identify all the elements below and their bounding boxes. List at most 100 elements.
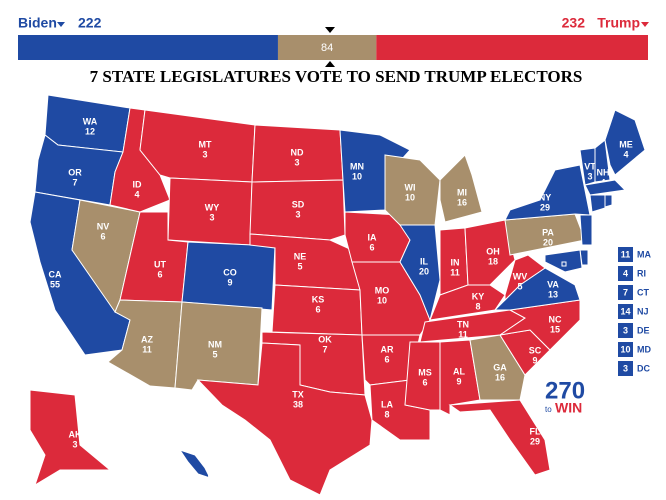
state-abbr: IA bbox=[368, 232, 378, 242]
state-votes: 3 bbox=[294, 157, 299, 167]
state-abbr: ID bbox=[133, 179, 143, 189]
state-abbr: FL bbox=[530, 426, 541, 436]
state-votes: 16 bbox=[457, 197, 467, 207]
dropdown-caret[interactable] bbox=[641, 22, 649, 27]
state-abbr: ND bbox=[291, 147, 304, 157]
state-abbr: HI bbox=[208, 471, 217, 481]
right-name[interactable]: Trump bbox=[597, 15, 640, 31]
state-abbr: WI bbox=[405, 182, 416, 192]
state-abbr: AZ bbox=[141, 334, 153, 344]
midpoint-arrow bbox=[325, 61, 335, 67]
side-box bbox=[618, 342, 633, 357]
state-votes: 3 bbox=[623, 325, 628, 335]
state-shape bbox=[589, 194, 606, 213]
bar-segment bbox=[277, 35, 377, 60]
state-votes: 10 bbox=[352, 171, 362, 181]
midpoint-arrow bbox=[325, 27, 335, 33]
state-shape bbox=[604, 109, 646, 176]
state-shape bbox=[29, 389, 112, 487]
state-abbr: VA bbox=[547, 279, 559, 289]
map: WA12OR7CA55NV6ID4MT3WY3UT6AZ11CO9NM5ND3S… bbox=[29, 94, 651, 496]
state-votes: 3 bbox=[295, 209, 300, 219]
state-shape bbox=[499, 299, 581, 351]
state-votes: 15 bbox=[550, 324, 560, 334]
state-votes: 8 bbox=[384, 409, 389, 419]
state-votes: 9 bbox=[456, 376, 461, 386]
state-abbr: MA bbox=[637, 249, 651, 259]
state-abbr: NM bbox=[208, 339, 222, 349]
state-abbr: OK bbox=[318, 334, 332, 344]
state-shape bbox=[561, 261, 567, 267]
state-shape bbox=[464, 219, 516, 286]
side-box bbox=[618, 247, 633, 262]
state-abbr: CA bbox=[49, 269, 62, 279]
state-shape bbox=[196, 342, 373, 496]
state-votes: 12 bbox=[85, 126, 95, 136]
state-abbr: IL bbox=[420, 256, 429, 266]
state-votes: 3 bbox=[623, 363, 628, 373]
state-votes: 5 bbox=[297, 261, 302, 271]
state-votes: 8 bbox=[475, 301, 480, 311]
state-votes: 11 bbox=[458, 329, 468, 339]
dropdown-caret[interactable] bbox=[57, 22, 65, 27]
state-votes: 4 bbox=[134, 189, 139, 199]
state-abbr: NH bbox=[597, 167, 610, 177]
state-shape bbox=[604, 194, 613, 208]
state-abbr: NY bbox=[539, 192, 552, 202]
state-shape bbox=[579, 214, 593, 246]
bar-segment bbox=[376, 35, 648, 60]
right-votes: 232 bbox=[562, 15, 586, 31]
state-votes: 3 bbox=[72, 439, 77, 449]
state-abbr: MO bbox=[375, 285, 390, 295]
vote-bar: 84 bbox=[18, 35, 648, 60]
state-abbr: NC bbox=[549, 314, 562, 324]
state-shape bbox=[181, 241, 276, 311]
state-votes: 7 bbox=[322, 344, 327, 354]
side-box bbox=[618, 323, 633, 338]
state-abbr: NJ bbox=[637, 306, 649, 316]
logo-word: WIN bbox=[555, 400, 582, 416]
state-abbr: MI bbox=[457, 187, 467, 197]
state-shape bbox=[594, 139, 611, 183]
toss-up-votes: 84 bbox=[321, 42, 333, 54]
state-votes: 4 bbox=[623, 149, 628, 159]
state-abbr: NE bbox=[294, 251, 307, 261]
state-abbr: UT bbox=[154, 259, 166, 269]
state-votes: 29 bbox=[540, 202, 550, 212]
state-shape bbox=[439, 154, 483, 223]
state-shape bbox=[399, 224, 441, 322]
state-abbr: RI bbox=[637, 268, 646, 278]
state-shape bbox=[139, 109, 256, 183]
state-abbr: IN bbox=[451, 257, 460, 267]
state-shape bbox=[249, 179, 346, 241]
side-box bbox=[618, 285, 633, 300]
state-votes: 6 bbox=[384, 354, 389, 364]
left-name[interactable]: Biden bbox=[18, 15, 57, 31]
state-abbr: NV bbox=[97, 221, 110, 231]
logo-number: 270 bbox=[545, 377, 585, 404]
state-votes: 29 bbox=[530, 436, 540, 446]
bar-segment bbox=[18, 35, 278, 60]
state-abbr: KY bbox=[472, 291, 485, 301]
state-abbr: DE bbox=[637, 325, 650, 335]
state-votes: 10 bbox=[620, 344, 630, 354]
state-votes: 4 bbox=[623, 268, 628, 278]
state-votes: 4 bbox=[209, 481, 214, 491]
state-abbr: OR bbox=[68, 167, 82, 177]
state-shape bbox=[469, 334, 526, 401]
state-votes: 11 bbox=[142, 344, 152, 354]
state-votes: 6 bbox=[422, 377, 427, 387]
logo-small: to bbox=[545, 405, 552, 414]
state-abbr: MT bbox=[199, 139, 212, 149]
state-votes: 13 bbox=[548, 289, 558, 299]
side-box bbox=[618, 361, 633, 376]
state-votes: 10 bbox=[377, 295, 387, 305]
state-votes: 11 bbox=[621, 249, 631, 259]
state-abbr: CO bbox=[223, 267, 237, 277]
state-votes: 5 bbox=[212, 349, 217, 359]
state-shape bbox=[544, 249, 583, 273]
state-abbr: TN bbox=[457, 319, 469, 329]
side-box bbox=[618, 266, 633, 281]
state-shape bbox=[504, 164, 591, 221]
